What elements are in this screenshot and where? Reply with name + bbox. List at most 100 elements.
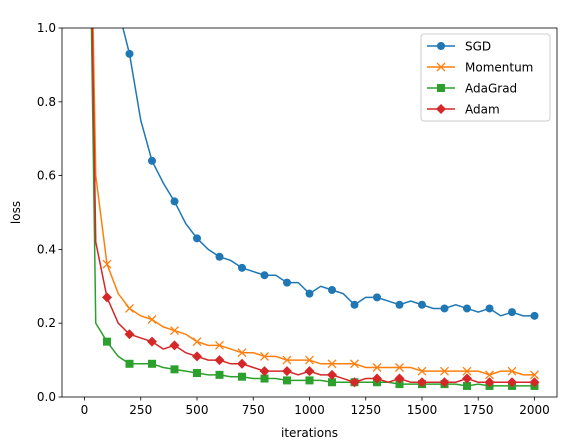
marker	[148, 156, 156, 165]
axes-frame	[61, 27, 558, 398]
marker	[283, 376, 291, 385]
marker	[125, 303, 134, 313]
marker	[372, 363, 382, 372]
marker	[508, 308, 516, 317]
marker	[395, 300, 404, 309]
marker	[147, 336, 157, 347]
marker	[328, 378, 336, 387]
marker	[260, 374, 269, 383]
marker	[193, 369, 201, 378]
marker	[102, 292, 112, 303]
marker	[148, 359, 156, 368]
x-tick-label: 500	[186, 403, 209, 417]
y-tick-label: 1.0	[37, 21, 56, 35]
marker	[463, 381, 471, 390]
marker	[192, 351, 202, 362]
marker	[125, 49, 134, 58]
marker	[305, 355, 314, 365]
marker	[349, 377, 360, 388]
marker	[530, 311, 539, 320]
x-tick-label: 1250	[350, 403, 381, 417]
y-tick-label: 0.8	[37, 95, 56, 109]
marker	[103, 337, 111, 346]
x-tick-label: 1750	[463, 403, 494, 417]
legend-box	[420, 33, 551, 122]
x-tick-label: 0	[81, 403, 89, 417]
marker	[125, 359, 134, 368]
y-axis-label: loss	[9, 201, 23, 224]
marker	[417, 377, 427, 388]
marker	[437, 42, 445, 50]
marker	[462, 366, 472, 376]
marker	[394, 373, 405, 384]
marker	[395, 380, 404, 389]
marker	[462, 373, 472, 384]
x-tick-label: 1500	[407, 403, 438, 417]
legend-label: Momentum	[465, 61, 533, 75]
marker	[372, 373, 382, 384]
marker	[215, 370, 224, 379]
legend-label: SGD	[465, 40, 491, 54]
marker	[485, 304, 494, 313]
y-tick-label: 0.6	[37, 169, 56, 183]
marker	[237, 358, 247, 369]
marker	[283, 278, 291, 287]
marker	[485, 370, 494, 380]
marker	[102, 259, 112, 269]
marker	[170, 326, 179, 336]
y-tick-label: 0.0	[37, 390, 56, 404]
x-tick-label: 250	[129, 403, 152, 417]
y-tick-label: 0.2	[37, 316, 56, 330]
marker	[305, 289, 314, 298]
x-tick-label: 1000	[294, 403, 325, 417]
marker	[350, 300, 359, 309]
x-axis-label: iterations	[281, 426, 338, 440]
x-tick-label: 750	[242, 403, 265, 417]
marker	[260, 351, 269, 361]
marker	[215, 340, 224, 350]
marker	[507, 366, 517, 376]
marker	[327, 359, 337, 369]
marker	[237, 348, 247, 358]
marker	[124, 329, 135, 340]
marker	[147, 315, 157, 324]
marker	[373, 293, 381, 302]
marker	[327, 369, 337, 380]
marker	[463, 304, 471, 313]
marker	[170, 197, 179, 206]
marker	[238, 372, 246, 381]
marker	[440, 366, 449, 376]
marker	[440, 304, 449, 313]
marker	[437, 84, 445, 92]
legend-label: AdaGrad	[465, 82, 517, 96]
marker	[304, 366, 315, 377]
marker	[260, 271, 269, 280]
marker	[484, 377, 495, 388]
marker	[215, 252, 224, 261]
marker	[530, 370, 539, 380]
marker	[214, 355, 225, 366]
marker	[169, 340, 180, 351]
marker	[418, 300, 426, 309]
marker	[193, 234, 201, 243]
marker	[170, 365, 179, 374]
marker	[282, 355, 292, 365]
marker	[192, 337, 202, 347]
marker	[282, 366, 292, 377]
marker	[350, 359, 359, 369]
marker	[328, 285, 336, 294]
marker	[439, 377, 450, 388]
marker	[436, 62, 446, 72]
marker	[417, 366, 427, 376]
marker	[259, 366, 270, 377]
marker	[238, 263, 246, 272]
marker	[507, 377, 517, 388]
plot-area	[90, 28, 540, 390]
legend-label: Adam	[465, 103, 500, 117]
marker	[529, 377, 540, 388]
x-tick-label: 2000	[519, 403, 550, 417]
marker	[436, 104, 446, 114]
y-tick-label: 0.4	[37, 242, 56, 256]
marker	[305, 376, 314, 385]
